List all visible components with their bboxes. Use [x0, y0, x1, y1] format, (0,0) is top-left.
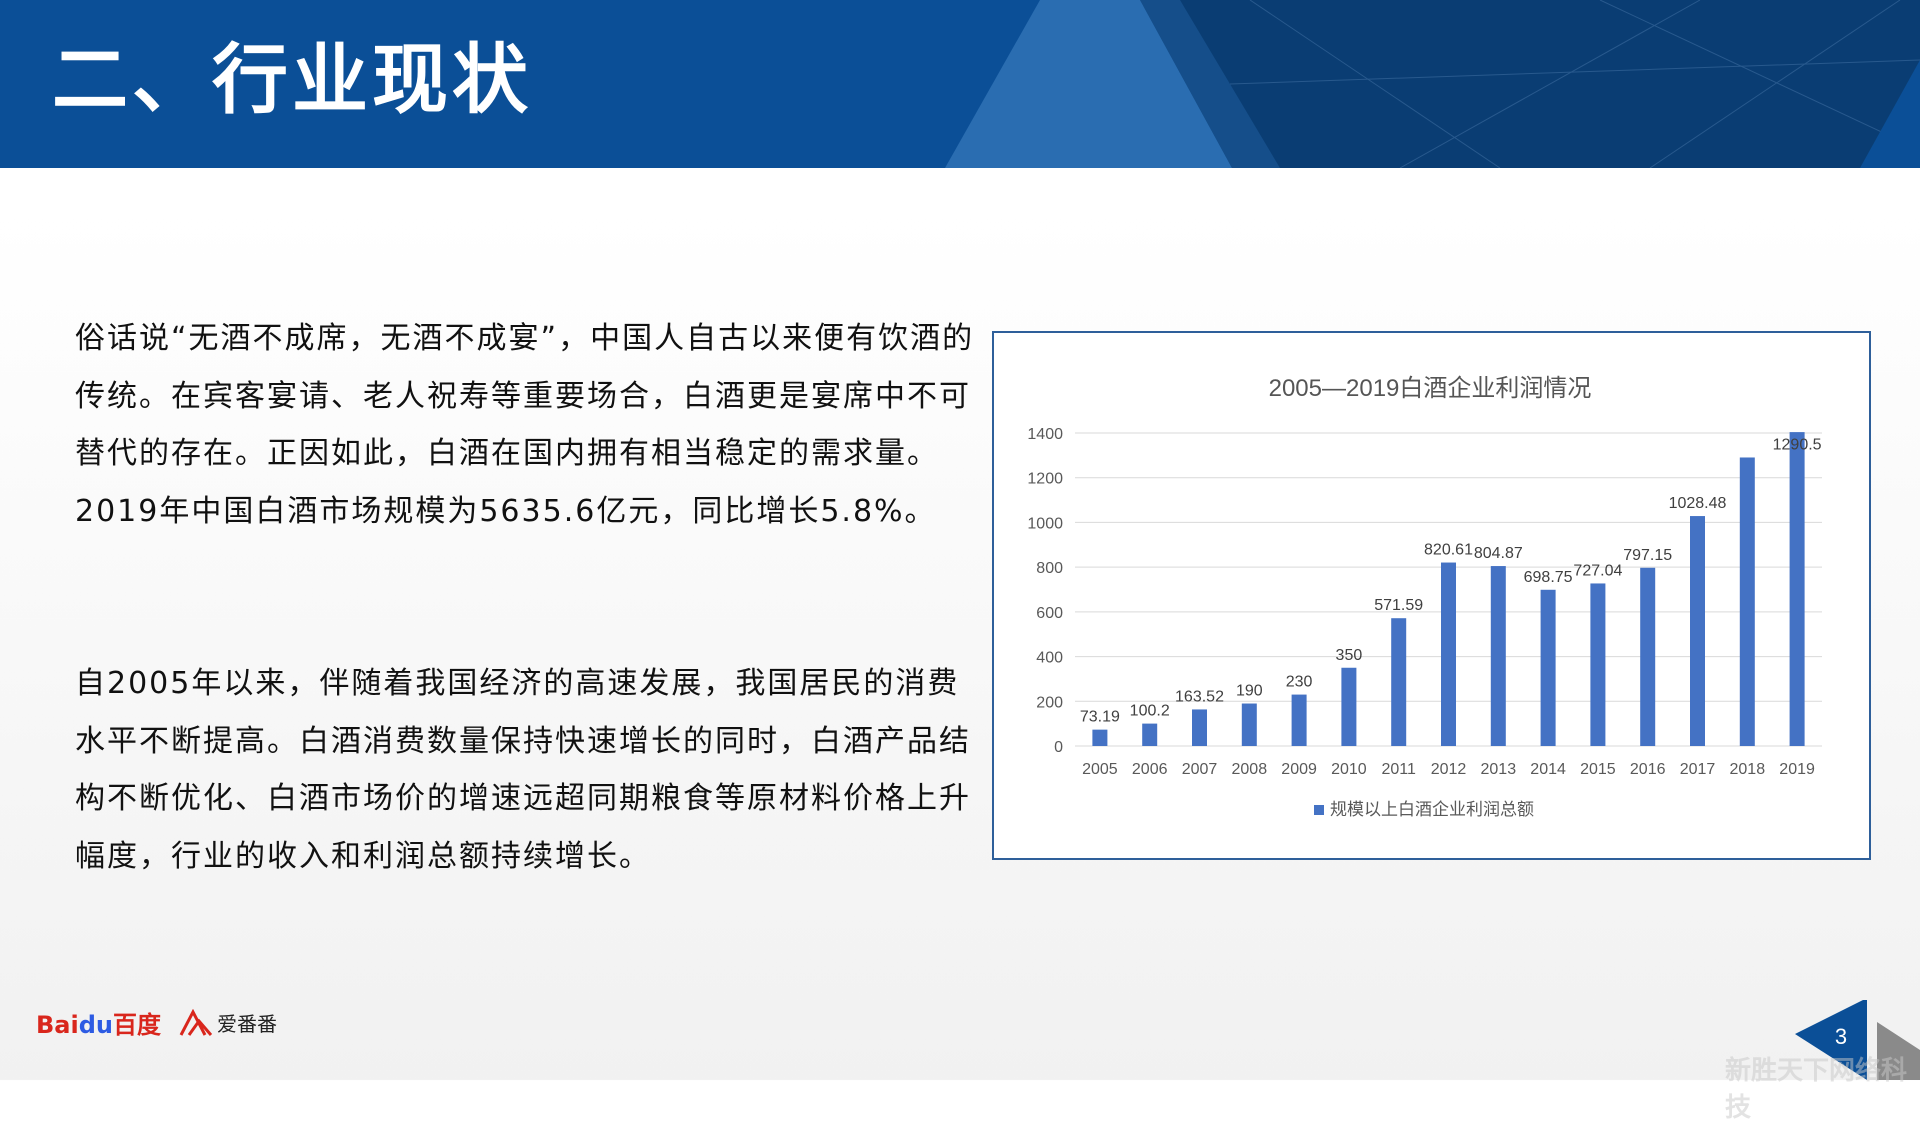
- bar: [1690, 516, 1705, 746]
- bar: [1490, 566, 1506, 746]
- x-tick-label: 2016: [1630, 761, 1666, 778]
- data-label: 820.61: [1424, 542, 1473, 559]
- paragraph-2: 自2005年以来，伴随着我国经济的高速发展，我国居民的消费水平不断提高。白酒消费…: [75, 666, 971, 874]
- bar: [1540, 589, 1556, 746]
- x-tick-label: 2010: [1331, 761, 1367, 778]
- x-tick-label: 2012: [1431, 761, 1467, 778]
- x-tick-label: 2014: [1530, 761, 1566, 778]
- bar: [1640, 567, 1656, 746]
- bar: [1192, 709, 1207, 746]
- chart-container: 2005—2019白酒企业利润情况 0 200 400 600 800 1000 1200 14…: [992, 331, 1871, 860]
- aifanfan-logo: 爱番番: [179, 1008, 277, 1037]
- y-tick-label: 1400: [1027, 426, 1063, 443]
- x-tick-label: 2006: [1132, 761, 1168, 778]
- bar: [1241, 703, 1257, 746]
- y-tick-label: 1000: [1027, 515, 1063, 532]
- data-label: 1028.48: [1669, 495, 1727, 512]
- header-banner: [0, 0, 1920, 168]
- data-label: 727.04: [1573, 562, 1622, 579]
- x-tick-label: 2005: [1082, 761, 1118, 778]
- x-tick-label: 2015: [1580, 761, 1616, 778]
- x-tick-label: 2011: [1381, 761, 1416, 778]
- bar: [1391, 618, 1407, 746]
- aifanfan-logo-text: 爱番番: [216, 1012, 277, 1036]
- data-label: 571.59: [1374, 597, 1423, 614]
- x-tick-label: 2018: [1730, 761, 1766, 778]
- bar: [1789, 432, 1805, 746]
- bar: [1142, 723, 1158, 746]
- data-label: 73.19: [1080, 709, 1120, 726]
- data-label: 698.75: [1524, 569, 1573, 586]
- data-label: 163.52: [1175, 688, 1224, 705]
- data-label: 804.87: [1474, 545, 1523, 562]
- y-tick-label: 400: [1036, 650, 1063, 667]
- bar: [1092, 729, 1108, 746]
- watermark: 新胜天下网络科技: [1725, 1056, 1908, 1123]
- y-tick-label: 800: [1036, 560, 1063, 577]
- x-tick-label: 2009: [1281, 761, 1317, 778]
- bar: [1441, 562, 1456, 746]
- y-tick-label: 600: [1036, 605, 1063, 622]
- y-tick-label: 0: [1054, 739, 1063, 756]
- data-label: 350: [1336, 647, 1363, 664]
- legend-swatch: [1314, 805, 1324, 815]
- bar: [1291, 694, 1307, 746]
- data-label: 797.15: [1623, 547, 1672, 564]
- data-label: 190: [1236, 683, 1263, 700]
- bar: [1739, 457, 1755, 746]
- page-title: 二、行业现状: [52, 35, 532, 124]
- data-label: 1290.5: [1773, 436, 1822, 453]
- chart-title: 2005—2019白酒企业利润情况: [1269, 375, 1592, 402]
- y-tick-label: 200: [1036, 694, 1063, 711]
- x-tick-label: 2007: [1182, 761, 1218, 778]
- x-tick-label: 2017: [1680, 761, 1716, 778]
- x-tick-label: 2013: [1481, 761, 1517, 778]
- x-tick-label: 2008: [1232, 761, 1268, 778]
- data-label: 230: [1286, 674, 1313, 691]
- bar: [1590, 583, 1606, 746]
- bar-chart: 2005—2019白酒企业利润情况 0 200 400 600 800 1000 1200 14…: [1027, 375, 1822, 819]
- page-number: 3: [1835, 1024, 1847, 1049]
- aifanfan-logo-icon: [179, 1008, 213, 1036]
- data-label: 100.2: [1130, 703, 1170, 720]
- baidu-logo: Baidu百度: [36, 1011, 161, 1039]
- y-tick-label: 1200: [1027, 471, 1063, 488]
- page-number-badge: 3: [1795, 1000, 1920, 1080]
- legend-label: 规模以上白酒企业利润总额: [1330, 800, 1534, 819]
- x-tick-label: 2019: [1779, 761, 1815, 778]
- footer-logos: Baidu百度 爱番番: [36, 1005, 277, 1040]
- bar: [1341, 667, 1357, 746]
- paragraph-1: 俗话说“无酒不成席，无酒不成宴”，中国人自古以来便有饮酒的传统。在宾客宴请、老人…: [75, 321, 975, 529]
